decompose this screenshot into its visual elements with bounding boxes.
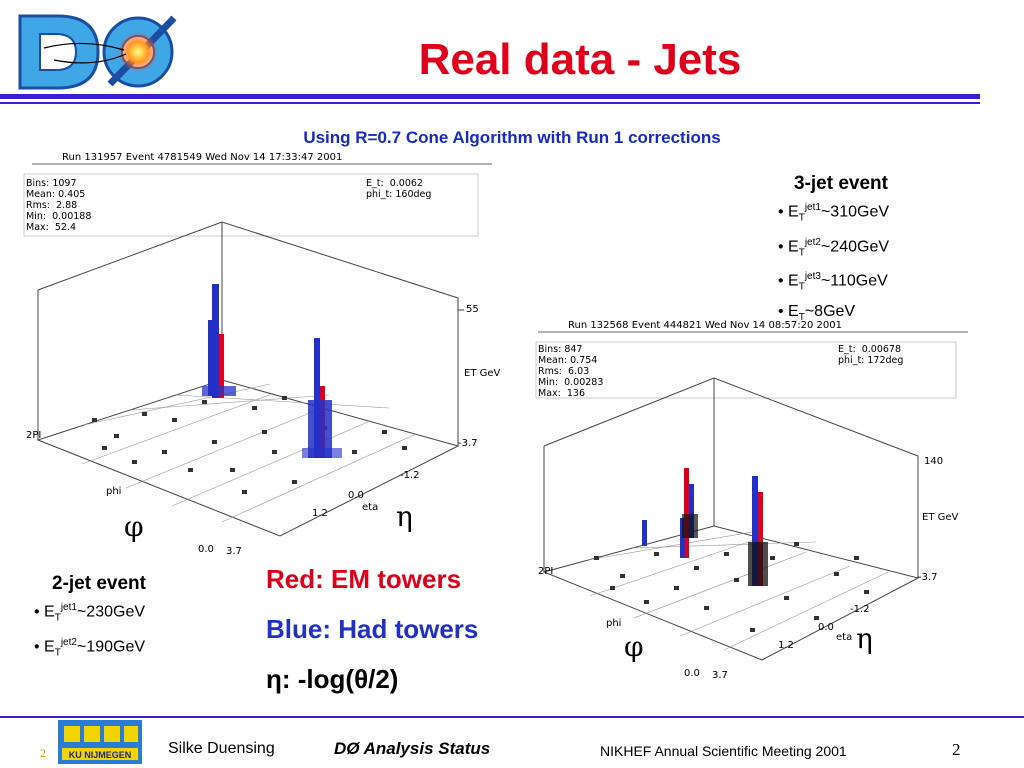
item-val: ~240GeV: [820, 237, 890, 255]
legend-em-towers: Red: EM towers: [266, 564, 462, 594]
lego-plot-two-jet: Run 131957 Event 4781549 Wed Nov 14 17:3…: [22, 150, 502, 560]
two-jet-summary: 2-jet event • ETjet1~230GeV • ETjet2~190…: [34, 572, 146, 665]
title-rule-thick: [0, 94, 980, 99]
three-jet-heading: 3-jet event: [794, 173, 888, 194]
item-sup: jet1: [804, 202, 821, 213]
three-jet-item: • ETjet2~240GeV: [778, 236, 890, 259]
lego-frame: [23, 163, 492, 537]
slide-title: Real data - Jets: [418, 35, 742, 84]
eta-axis-tick-a: -1.2: [850, 604, 870, 615]
item-val: ~190GeV: [76, 637, 146, 655]
title-rule-thin: [0, 102, 980, 104]
eta-symbol-right: η: [856, 622, 873, 655]
eta-axis-label: eta: [362, 502, 379, 513]
lego-plot-three-jet: Run 132568 Event 444821 Wed Nov 14 08:57…: [534, 316, 974, 690]
legend-had-towers: Blue: Had towers: [266, 614, 479, 644]
phi-axis-label: phi: [106, 486, 122, 497]
z-axis-max: 140: [924, 456, 944, 467]
slide-subtitle: Using R=0.7 Cone Algorithm with Run 1 co…: [303, 128, 721, 147]
nikhef-logo-text: KU NIJMEGEN: [69, 750, 132, 760]
three-jet-item: • ETjet3~110GeV: [778, 271, 888, 293]
eta-axis-tick-a: -1.2: [400, 470, 420, 481]
eta-axis-tick-b: 0.0: [818, 622, 834, 633]
run-header: Run 131957 Event 4781549 Wed Nov 14 17:3…: [62, 152, 343, 163]
lego-frame: [535, 331, 968, 661]
eta-axis-tick-c: 1.2: [778, 640, 794, 651]
three-jet-item: • ET~8GeV: [778, 302, 856, 323]
eta-axis-min: -3.7: [918, 572, 938, 583]
footer-author: Silke Duensing: [168, 740, 275, 757]
dzero-logo: [18, 14, 177, 90]
et-phi-box: E_t: 0.0062 phi_t: 160deg: [366, 178, 432, 200]
stats-box: Bins: 847 Mean: 0.754 Rms: 6.03 Min: 0.0…: [538, 344, 604, 399]
phi-axis-label: phi: [606, 618, 622, 629]
item-val: ~110GeV: [820, 272, 888, 290]
stats-box: Bins: 1097 Mean: 0.405 Rms: 2.88 Min: 0.…: [26, 178, 92, 233]
phi-symbol-right: φ: [624, 630, 644, 663]
eta-axis-label: eta: [836, 632, 853, 643]
eta-axis-max: 3.7: [226, 546, 242, 557]
z-axis-max: 55: [466, 304, 479, 315]
et-phi-box: E_t: 0.00678 phi_t: 172deg: [838, 344, 904, 366]
footer-talk-title: DØ Analysis Status: [334, 739, 491, 758]
three-jet-summary: 3-jet event • ETjet1~310GeV • ETjet2~240…: [778, 172, 889, 330]
z-axis-label: ET GeV: [922, 512, 959, 523]
eta-axis-tick-c: 1.2: [312, 508, 328, 519]
phi-axis-zero: 0.0: [684, 668, 700, 679]
eta-axis-tick-b: 0.0: [348, 490, 364, 501]
phi-axis-top: 2PI: [26, 430, 42, 441]
phi-axis-zero: 0.0: [198, 544, 214, 555]
item-sup: jet2: [804, 236, 821, 248]
item-sup: jet2: [60, 636, 77, 648]
item-val: ~310GeV: [820, 203, 890, 221]
eta-symbol-left: η: [396, 500, 413, 533]
item-sup: jet1: [60, 602, 77, 613]
eta-axis-min: -3.7: [458, 438, 478, 449]
run-header: Run 132568 Event 444821 Wed Nov 14 08:57…: [568, 320, 843, 331]
phi-axis-top: 2PI: [538, 566, 554, 577]
eta-axis-max: 3.7: [712, 670, 728, 681]
footer-page-small: 2: [40, 746, 46, 760]
phi-symbol-left: φ: [124, 510, 144, 543]
three-jet-item: • ETjet1~310GeV: [778, 202, 890, 224]
two-jet-item: • ETjet1~230GeV: [34, 602, 146, 624]
item-val: ~230GeV: [76, 603, 146, 621]
z-axis-label: ET GeV: [464, 368, 501, 379]
footer-rule: [0, 716, 1024, 718]
item-sup: jet3: [804, 271, 821, 283]
two-jet-heading: 2-jet event: [52, 573, 146, 594]
legend-eta-definition: η: -log(θ/2): [266, 664, 399, 694]
item-val: ~8GeV: [804, 302, 856, 320]
two-jet-item: • ETjet2~190GeV: [34, 636, 146, 659]
nikhef-logo: KU NIJMEGEN: [58, 720, 142, 764]
footer-page-number: 2: [952, 740, 961, 759]
footer-meeting: NIKHEF Annual Scientific Meeting 2001: [600, 743, 847, 759]
